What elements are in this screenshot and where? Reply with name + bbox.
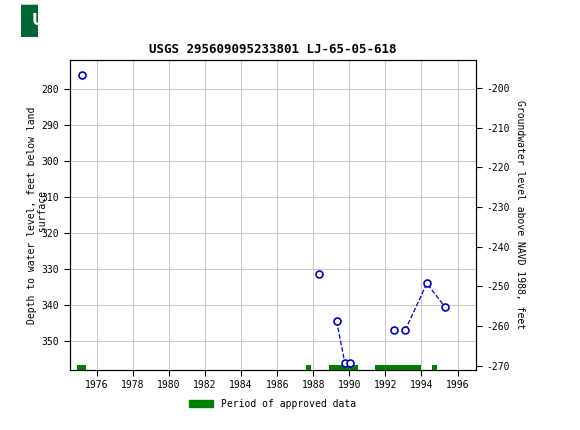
Text: ▒: ▒ [3, 6, 18, 35]
Bar [38, 4, 54, 37]
Bar [21, 4, 38, 37]
Y-axis label: Groundwater level above NAVD 1988, feet: Groundwater level above NAVD 1988, feet [515, 101, 525, 329]
Bar [5, 4, 54, 37]
Bar [5, 4, 54, 37]
Legend: Period of approved data: Period of approved data [185, 395, 360, 413]
Text: USGS: USGS [32, 13, 79, 28]
Y-axis label: Depth to water level, feet below land
 surface: Depth to water level, feet below land su… [27, 106, 48, 324]
Title: USGS 295609095233801 LJ-65-05-618: USGS 295609095233801 LJ-65-05-618 [149, 43, 396, 56]
Bar [5, 4, 21, 37]
